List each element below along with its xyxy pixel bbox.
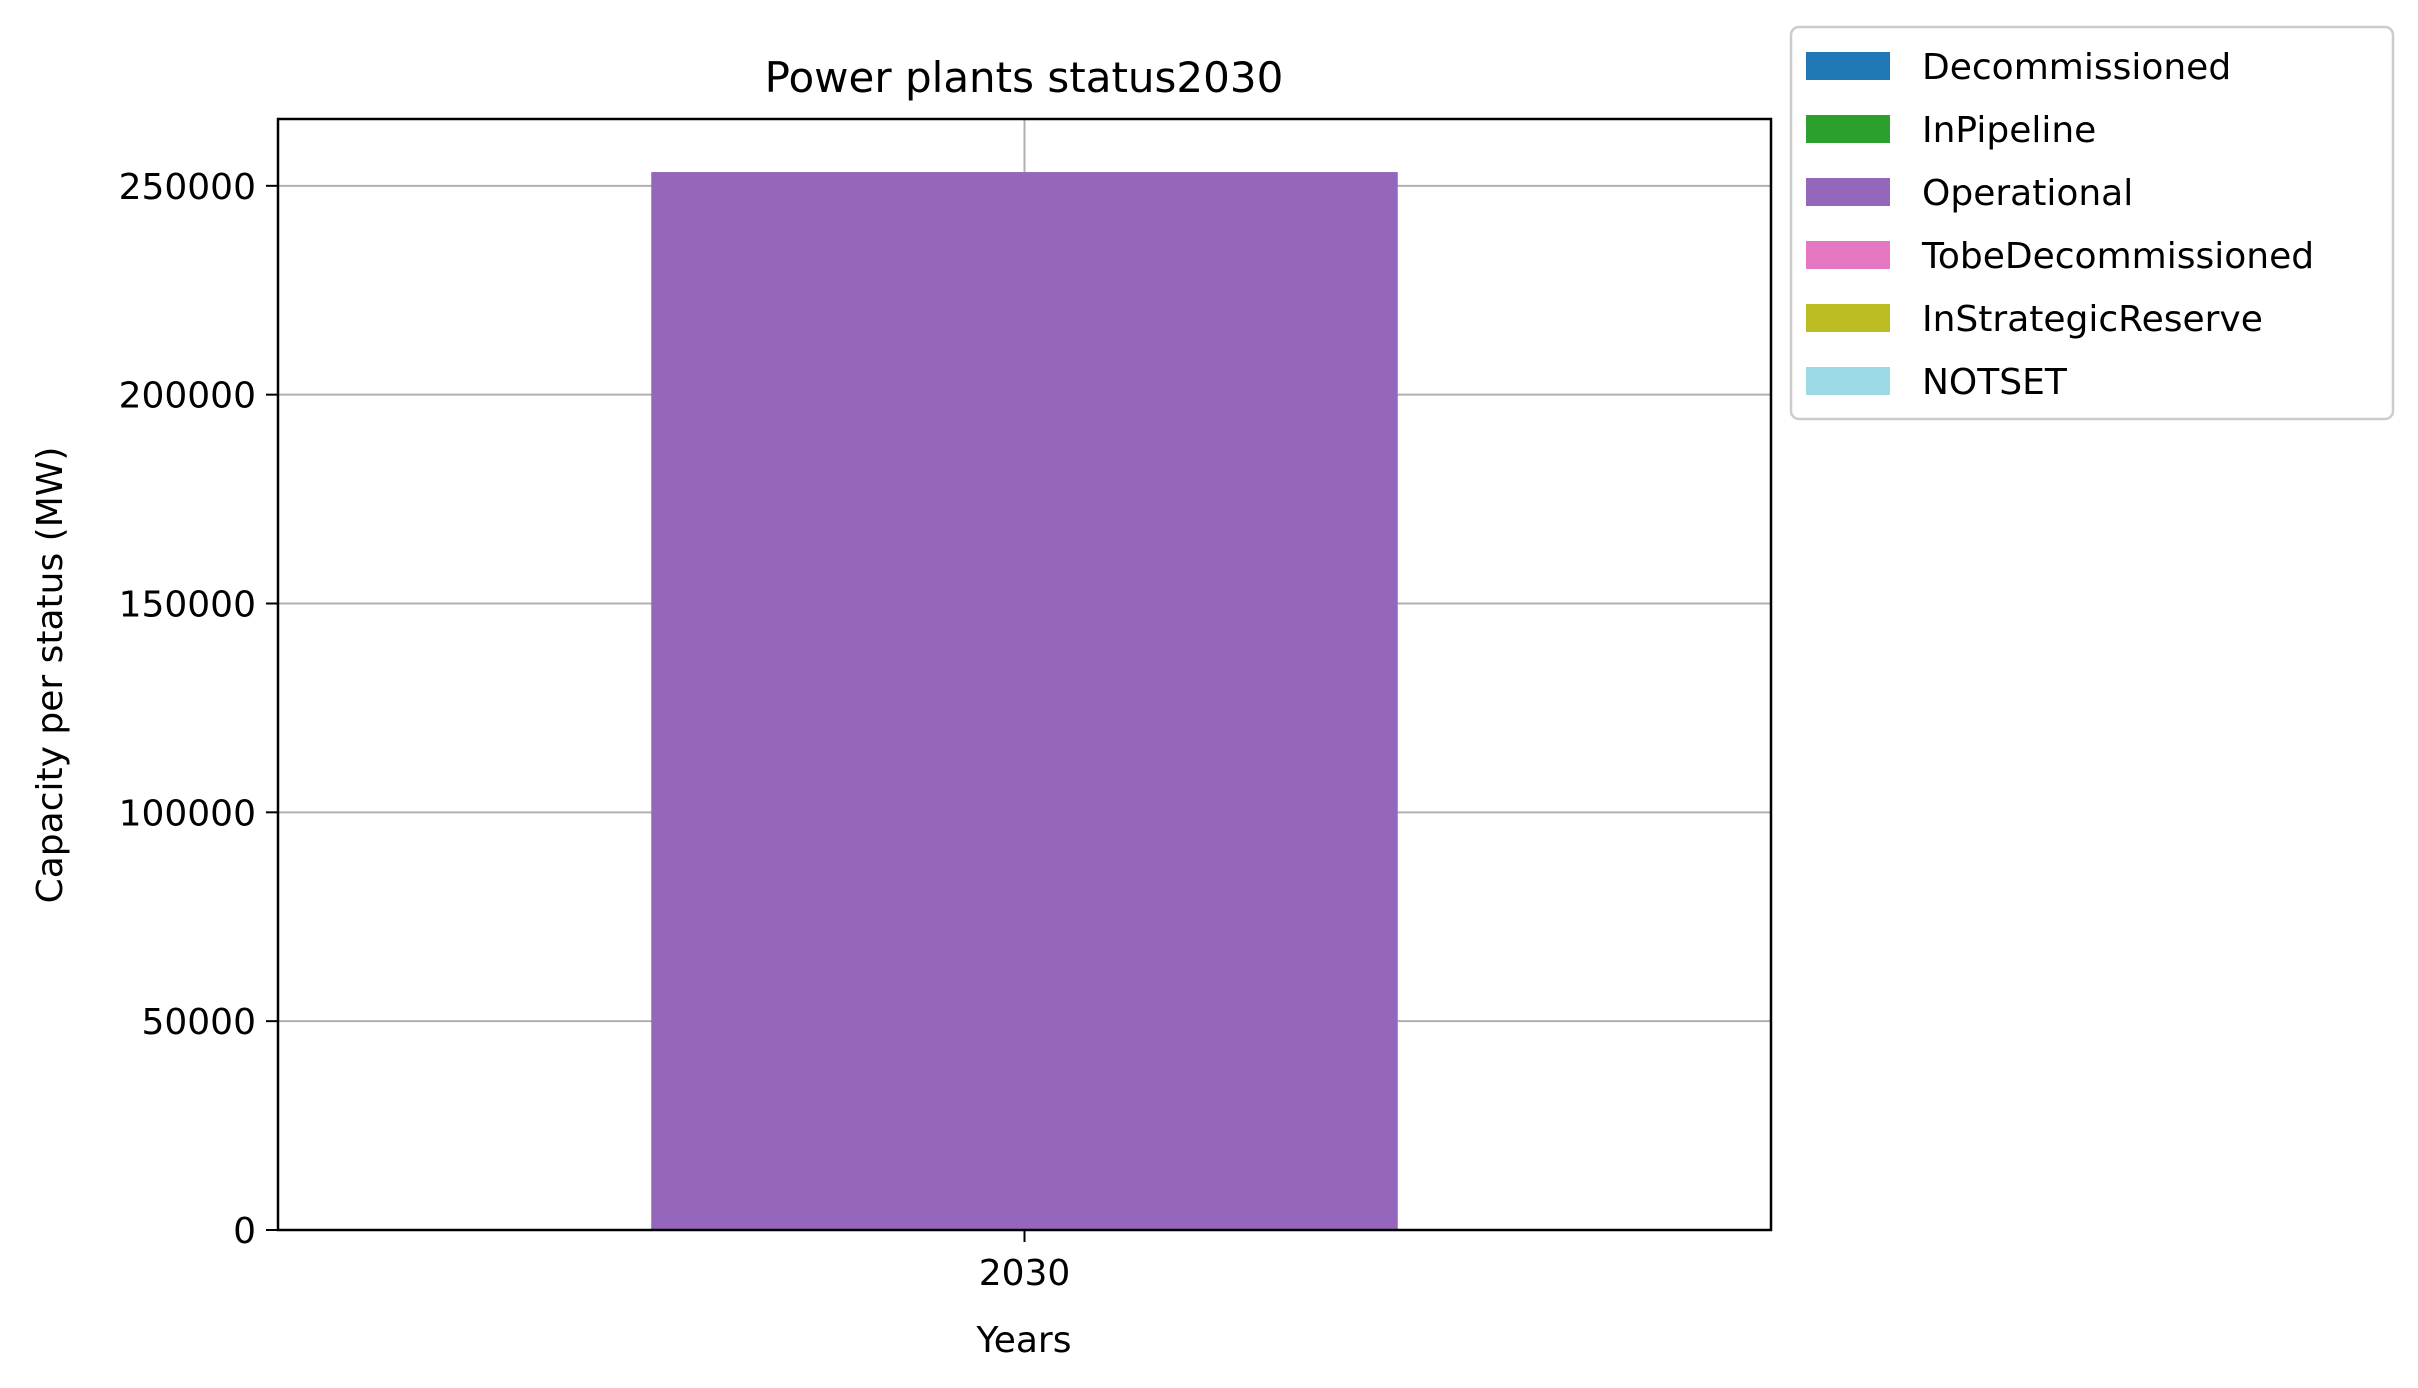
legend-label: Operational bbox=[1922, 173, 2133, 214]
legend-swatch bbox=[1806, 115, 1890, 143]
legend: Decommissioned InPipeline Operational TobeD… bbox=[1789, 25, 2395, 421]
legend-swatch bbox=[1806, 241, 1890, 269]
legend-swatch bbox=[1806, 304, 1890, 332]
y-axis: 0 50000 100000 150000 200000 250000 bbox=[119, 167, 278, 1252]
y-axis-label: Capacity per status (MW) bbox=[30, 447, 71, 904]
legend-label: InPipeline bbox=[1922, 110, 2096, 151]
legend-label: NOTSET bbox=[1922, 362, 2068, 403]
y-tick-label: 0 bbox=[233, 1211, 256, 1252]
x-axis: 2030 bbox=[979, 1230, 1071, 1294]
legend-label: TobeDecommissioned bbox=[1921, 236, 2314, 277]
legend-label: InStrategicReserve bbox=[1922, 299, 2263, 340]
bars bbox=[651, 172, 1398, 1231]
legend-swatch bbox=[1806, 178, 1890, 206]
y-tick-label: 200000 bbox=[119, 376, 256, 417]
bar-operational bbox=[651, 172, 1398, 1231]
legend-label: Decommissioned bbox=[1922, 47, 2231, 88]
chart-title: Power plants status2030 bbox=[765, 53, 1284, 102]
legend-swatch bbox=[1806, 52, 1890, 80]
y-tick-label: 250000 bbox=[119, 167, 256, 208]
x-tick-label: 2030 bbox=[979, 1253, 1071, 1294]
x-axis-label: Years bbox=[976, 1320, 1072, 1361]
legend-box bbox=[1789, 25, 2395, 421]
y-tick-label: 150000 bbox=[119, 584, 256, 625]
y-tick-label: 100000 bbox=[119, 793, 256, 834]
legend-swatch bbox=[1806, 367, 1890, 395]
y-tick-label: 50000 bbox=[141, 1002, 256, 1043]
